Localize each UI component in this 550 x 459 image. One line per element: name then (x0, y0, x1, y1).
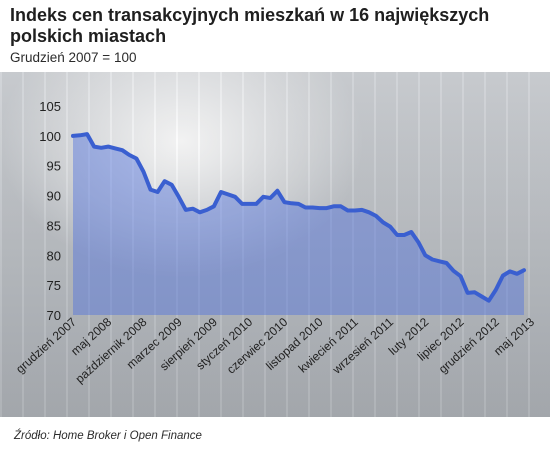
y-tick-label: 75 (47, 278, 61, 293)
y-tick-label: 105 (39, 99, 61, 114)
y-tick-label: 85 (47, 218, 61, 233)
background-texture (0, 72, 550, 417)
y-tick-label: 95 (47, 159, 61, 174)
y-tick-label: 90 (47, 189, 61, 204)
y-tick-label: 100 (39, 129, 61, 144)
series-area (73, 134, 524, 315)
x-tick-label: grudzień 2007 (13, 315, 79, 377)
background-photo (0, 72, 550, 417)
source-note: Źródło: Home Broker i Open Finance (14, 430, 202, 442)
y-tick-label: 70 (47, 308, 61, 323)
chart-title: Indeks cen transakcyjnych mieszkań w 16 … (10, 5, 490, 46)
header: Indeks cen transakcyjnych mieszkań w 16 … (0, 0, 550, 72)
y-tick-label: 80 (47, 248, 61, 263)
chart-subtitle: Grudzień 2007 = 100 (10, 50, 137, 65)
series-line (71, 132, 526, 303)
